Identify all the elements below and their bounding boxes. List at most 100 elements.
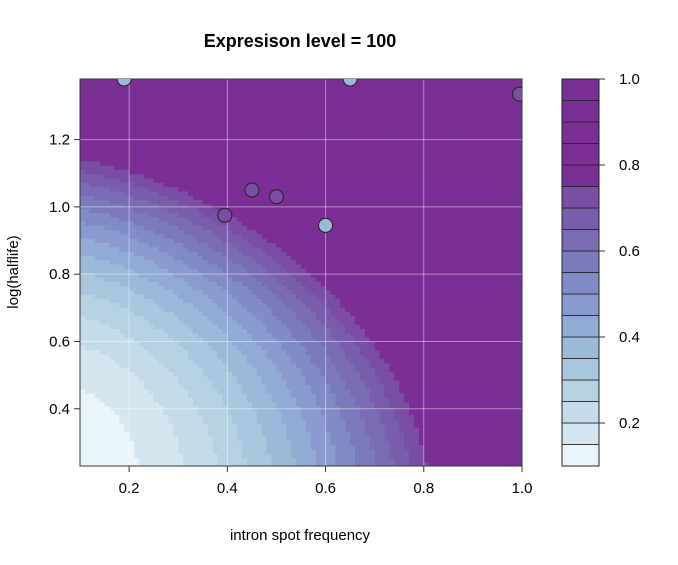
contour-cell <box>286 358 292 364</box>
contour-cell <box>212 259 219 265</box>
contour-cell <box>197 225 204 231</box>
contour-cell <box>330 272 336 278</box>
contour-cell <box>84 392 91 398</box>
contour-cell <box>207 444 214 450</box>
contour-cell <box>315 453 322 458</box>
contour-cell <box>320 319 327 325</box>
contour-cell <box>158 233 165 239</box>
contour-cell <box>178 337 184 342</box>
contour-cell <box>99 392 106 398</box>
contour-cell <box>124 461 130 466</box>
contour-cell <box>261 410 268 415</box>
contour-cell <box>178 453 184 458</box>
contour-cell <box>340 306 346 312</box>
contour-cell <box>148 263 155 269</box>
contour-cell <box>222 87 228 93</box>
contour-cell <box>202 147 209 153</box>
contour-cell <box>138 341 145 347</box>
contour-cell <box>134 242 140 248</box>
contour-cell <box>207 91 214 97</box>
contour-cell <box>178 388 184 394</box>
contour-cell <box>310 233 317 239</box>
contour-cell <box>104 298 111 304</box>
contour-cell <box>246 405 253 411</box>
contour-cell <box>291 461 297 466</box>
contour-cell <box>276 113 282 119</box>
contour-cell <box>296 418 302 424</box>
contour-cell <box>261 233 268 239</box>
contour-cell <box>188 160 194 166</box>
contour-cell <box>202 384 209 390</box>
contour-cell <box>173 160 179 166</box>
contour-cell <box>212 298 219 304</box>
contour-cell <box>178 156 184 162</box>
contour-cell <box>124 362 130 368</box>
contour-cell <box>261 216 268 222</box>
contour-cell <box>129 238 135 243</box>
contour-cell <box>202 160 209 166</box>
contour-cell <box>134 91 140 97</box>
contour-cell <box>148 354 155 360</box>
contour-cell <box>340 229 346 235</box>
contour-cell <box>158 375 165 381</box>
contour-cell <box>109 354 115 360</box>
contour-cell <box>222 397 228 403</box>
contour-cell <box>340 289 346 295</box>
contour-cell <box>256 117 263 123</box>
contour-cell <box>246 104 253 110</box>
contour-cell <box>296 384 302 390</box>
contour-cell <box>315 160 322 166</box>
contour-cell <box>84 349 91 355</box>
contour-cell <box>350 444 356 450</box>
contour-cell <box>246 371 253 377</box>
contour-cell <box>183 100 189 106</box>
contour-cell <box>242 414 248 420</box>
contour-cell <box>192 349 199 355</box>
contour-cell <box>301 457 307 463</box>
contour-cell <box>320 341 327 347</box>
contour-cell <box>330 341 336 347</box>
contour-cell <box>99 139 106 145</box>
contour-cell <box>104 251 111 256</box>
contour-cell <box>99 113 106 119</box>
contour-cell <box>168 122 174 127</box>
contour-cell <box>89 96 96 102</box>
contour-cell <box>261 96 268 102</box>
contour-cell <box>129 371 135 377</box>
contour-cell <box>173 109 179 114</box>
contour-cell <box>301 109 307 114</box>
contour-cell <box>301 371 307 377</box>
contour-cell <box>183 139 189 145</box>
contour-cell <box>89 259 96 265</box>
contour-cell <box>310 388 317 394</box>
contour-cell <box>242 96 248 102</box>
contour-cell <box>158 345 165 351</box>
contour-cell <box>232 79 238 84</box>
contour-cell <box>345 380 351 385</box>
contour-cell <box>143 384 150 390</box>
contour-cell <box>251 117 258 123</box>
contour-cell <box>202 87 209 93</box>
contour-cell <box>119 328 125 334</box>
contour-cell <box>296 147 302 153</box>
contour-cell <box>84 285 91 291</box>
contour-cell <box>232 195 238 200</box>
contour-cell <box>276 319 282 325</box>
contour-cell <box>192 117 199 123</box>
contour-cell <box>315 410 322 415</box>
contour-cell <box>153 349 160 355</box>
contour-cell <box>251 203 258 209</box>
contour-cell <box>335 91 341 97</box>
contour-cell <box>320 246 327 252</box>
contour-cell <box>281 448 287 454</box>
contour-cell <box>109 134 115 140</box>
contour-cell <box>124 87 130 93</box>
contour-cell <box>104 186 111 192</box>
contour-cell <box>301 367 307 372</box>
contour-cell <box>320 199 327 205</box>
contour-cell <box>173 289 179 295</box>
contour-cell <box>242 147 248 153</box>
contour-cell <box>124 276 130 282</box>
contour-cell <box>301 229 307 235</box>
contour-cell <box>276 281 282 286</box>
